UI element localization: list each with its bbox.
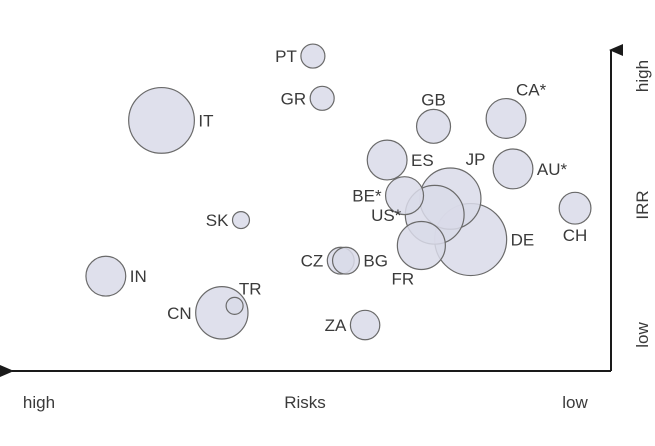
bubble-fr: [396, 220, 446, 271]
bubble-gr: [309, 85, 335, 111]
bubble-gb: [415, 108, 452, 144]
bubble-labels-layer: PT GR IT GB CA* ES JP AU* BE*US* CH SK DE FR CZ BG IN TR…: [130, 47, 588, 335]
bubble-label-ca: CA*: [516, 81, 547, 100]
bubble-label-jp: JP: [466, 150, 486, 169]
bubble-label-de: DE: [511, 231, 535, 250]
bubble-label-sk: SK: [206, 211, 229, 230]
bubble-label-it: IT: [198, 111, 213, 130]
bubble-tr: [225, 296, 244, 315]
y-axis-title: IRR: [633, 190, 652, 219]
bubble-ch: [558, 191, 592, 225]
bubble-label-au: AU*: [537, 160, 568, 179]
bubble-in: [85, 255, 127, 297]
bubble-label-in: IN: [130, 267, 147, 286]
bubble-bg: [331, 246, 360, 275]
bubble-label-za: ZA: [325, 316, 347, 335]
bubble-za: [349, 309, 381, 341]
bubble-es: [366, 139, 408, 181]
bubble-ca: [485, 97, 527, 139]
y-axis-high-label: high: [633, 60, 652, 92]
bubble-pt: [300, 43, 326, 69]
bubble-label-ch: CH: [563, 226, 588, 245]
y-axis-low-label: low: [633, 322, 652, 348]
x-axis-title: Risks: [284, 393, 326, 412]
bubble-sk: [231, 210, 251, 230]
bubble-label-tr: TR: [239, 279, 262, 298]
bubble-label-bg: BG: [363, 252, 388, 271]
bubbles-layer: [85, 43, 592, 341]
bubble-it: [128, 86, 195, 154]
bubble-label-fr: FR: [391, 269, 414, 288]
bubble-au: [492, 148, 534, 190]
x-axis-low-label: low: [562, 393, 588, 412]
bubble-label-us: US*: [371, 206, 402, 225]
bubble-label-pt: PT: [275, 47, 297, 66]
bubble-be: [384, 176, 425, 216]
bubble-label-be: BE*: [352, 187, 382, 206]
bubble-label-es: ES: [411, 151, 434, 170]
x-axis-high-label: high: [23, 393, 55, 412]
bubble-label-gb: GB: [421, 90, 446, 109]
bubble-label-cz: CZ: [301, 252, 324, 271]
bubble-label-cn: CN: [167, 304, 192, 323]
bubble-label-gr: GR: [281, 89, 307, 108]
